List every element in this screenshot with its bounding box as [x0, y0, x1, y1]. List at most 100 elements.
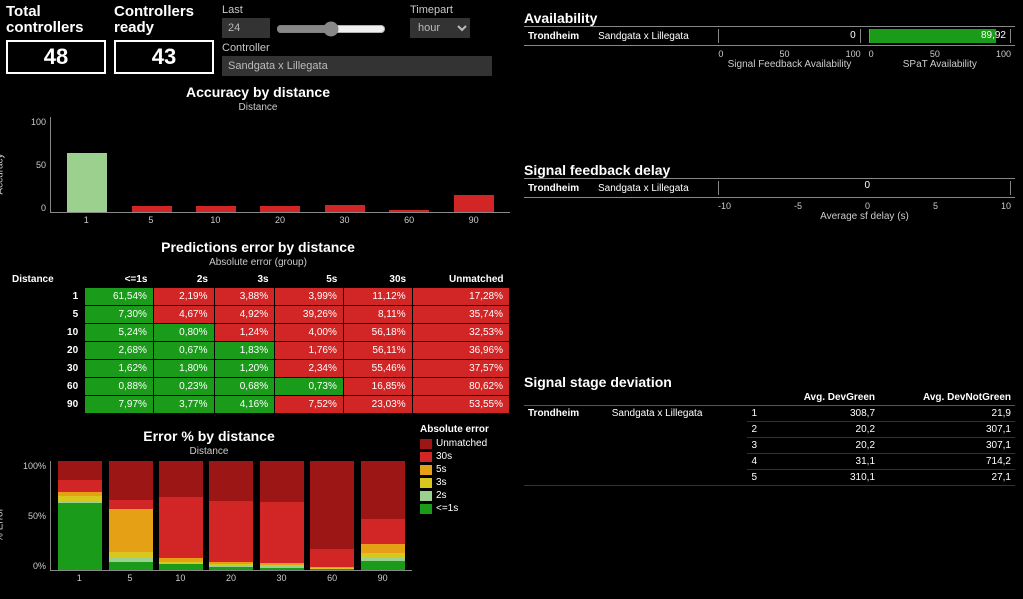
stacked-bar — [109, 461, 153, 570]
error-cell: 3,88% — [214, 288, 275, 306]
last-input[interactable] — [222, 18, 270, 38]
accuracy-bar — [67, 153, 107, 212]
error-cell: 2,19% — [153, 288, 214, 306]
controller-input[interactable] — [222, 56, 492, 76]
timepart-select[interactable]: hour — [410, 18, 470, 38]
error-cell: 0,80% — [153, 324, 214, 342]
stacked-ylabel: % Error — [0, 508, 6, 542]
error-cell: 39,26% — [275, 306, 344, 324]
error-cell: 4,16% — [214, 396, 275, 414]
error-cell: 36,96% — [412, 342, 509, 360]
sfdelay-bar: 0 — [718, 181, 1011, 195]
error-cell: 80,62% — [412, 378, 509, 396]
sfdelay-controller: Sandgata x Lillegata — [594, 179, 714, 198]
legend-title: Absolute error — [420, 424, 510, 435]
error-cell: 1,20% — [214, 360, 275, 378]
error-cell: 17,28% — [412, 288, 509, 306]
error-cell: 1,62% — [85, 360, 154, 378]
error-cell: 2,34% — [275, 360, 344, 378]
error-cell: 1,76% — [275, 342, 344, 360]
legend-item: <=1s — [420, 503, 510, 514]
stacked-bar — [310, 461, 354, 570]
accuracy-bar — [325, 205, 365, 212]
stacked-chart: % Error 100%50%0% 151020306090 — [6, 461, 412, 589]
accuracy-chart: Accuracy 100500 151020306090 — [6, 117, 510, 231]
spat-availability-bar: 89,92 — [869, 29, 1011, 43]
accuracy-bar — [260, 206, 300, 212]
error-cell: 4,92% — [214, 306, 275, 324]
error-cell: 0,88% — [85, 378, 154, 396]
error-cell: 61,54% — [85, 288, 154, 306]
kpi-ready-label: Controllers ready — [114, 4, 214, 36]
error-cell: 0,23% — [153, 378, 214, 396]
stacked-bar — [159, 461, 203, 570]
accuracy-bar — [454, 195, 494, 212]
spat-availability-label: SPaT Availability — [869, 59, 1011, 70]
stacked-bar — [209, 461, 253, 570]
accuracy-bar — [132, 206, 172, 212]
accuracy-bar — [389, 210, 429, 212]
sfdelay-title: Signal feedback delay — [524, 162, 1015, 178]
accuracy-bar — [196, 206, 236, 212]
last-label: Last — [222, 4, 402, 16]
error-cell: 11,12% — [343, 288, 412, 306]
last-slider[interactable] — [276, 21, 386, 37]
stacked-bar — [260, 461, 304, 570]
error-cell: 5,24% — [85, 324, 154, 342]
stacked-legend: Absolute error Unmatched 30s 5s 3s 2s <=1s — [420, 420, 510, 589]
error-cell: 1,80% — [153, 360, 214, 378]
deviation-title: Signal stage deviation — [524, 374, 1015, 390]
error-cell: 56,11% — [343, 342, 412, 360]
availability-title: Availability — [524, 10, 1015, 26]
error-cell: 8,11% — [343, 306, 412, 324]
error-cell: 55,46% — [343, 360, 412, 378]
sf-availability-label: Signal Feedback Availability — [718, 59, 860, 70]
legend-item: 30s — [420, 451, 510, 462]
error-cell: 3,99% — [275, 288, 344, 306]
timepart-label: Timepart — [410, 4, 480, 16]
error-cell: 0,73% — [275, 378, 344, 396]
errtable-title: Predictions error by distance — [6, 239, 510, 255]
error-table: Distance<=1s2s3s5s30sUnmatched161,54%2,1… — [6, 272, 510, 414]
deviation-table: Avg. DevGreenAvg. DevNotGreenTrondheimSa… — [524, 390, 1015, 486]
stacked-subtitle: Distance — [6, 446, 412, 457]
stacked-bar — [58, 461, 102, 570]
accuracy-ylabel: Accuracy — [0, 153, 6, 194]
error-cell: 32,53% — [412, 324, 509, 342]
error-cell: 4,00% — [275, 324, 344, 342]
avail-controller: Sandgata x Lillegata — [594, 27, 714, 46]
avail-city: Trondheim — [524, 27, 594, 46]
error-cell: 1,24% — [214, 324, 275, 342]
sf-availability-bar: 0 — [718, 29, 860, 43]
error-cell: 0,67% — [153, 342, 214, 360]
error-cell: 2,68% — [85, 342, 154, 360]
error-cell: 3,77% — [153, 396, 214, 414]
error-cell: 56,18% — [343, 324, 412, 342]
accuracy-subtitle: Distance — [6, 102, 510, 113]
error-cell: 23,03% — [343, 396, 412, 414]
legend-item: Unmatched — [420, 438, 510, 449]
stacked-title: Error % by distance — [6, 428, 412, 444]
error-cell: 1,83% — [214, 342, 275, 360]
sfdelay-city: Trondheim — [524, 179, 594, 198]
error-cell: 4,67% — [153, 306, 214, 324]
error-cell: 0,68% — [214, 378, 275, 396]
error-cell: 53,55% — [412, 396, 509, 414]
sfdelay-axis-label: Average sf delay (s) — [718, 211, 1011, 222]
legend-item: 5s — [420, 464, 510, 475]
sf-availability-value: 0 — [850, 29, 856, 43]
stacked-bar — [361, 461, 405, 570]
error-cell: 7,30% — [85, 306, 154, 324]
error-cell: 16,85% — [343, 378, 412, 396]
kpi-total-value: 48 — [6, 40, 106, 74]
sfdelay-table: Trondheim Sandgata x Lillegata 0 -10-505… — [524, 178, 1015, 224]
error-cell: 7,97% — [85, 396, 154, 414]
controller-label: Controller — [222, 42, 402, 54]
legend-item: 3s — [420, 477, 510, 488]
errtable-subtitle: Absolute error (group) — [6, 257, 510, 268]
kpi-total-label: Total controllers — [6, 4, 106, 36]
legend-item: 2s — [420, 490, 510, 501]
sfdelay-value: 0 — [865, 180, 871, 191]
spat-availability-value: 89,92 — [981, 29, 1006, 43]
error-cell: 37,57% — [412, 360, 509, 378]
